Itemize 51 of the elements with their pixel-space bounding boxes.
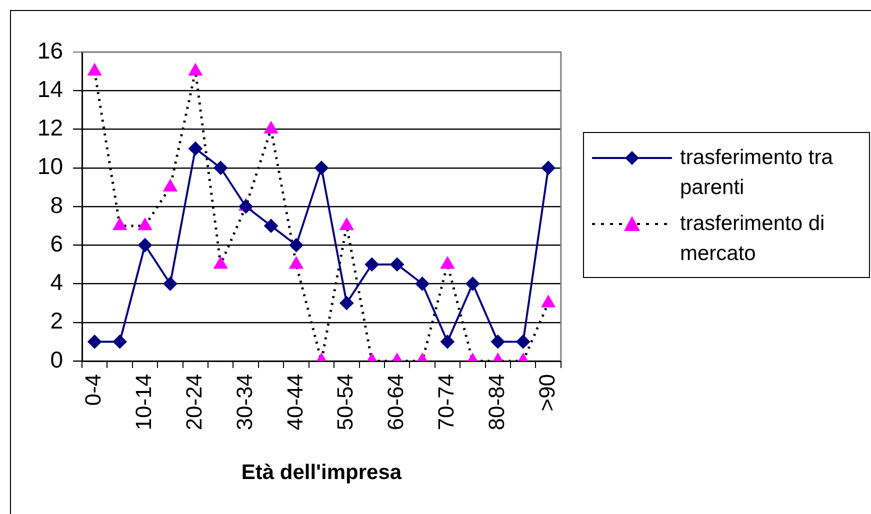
x-tick-label: 80-84 — [484, 374, 509, 430]
point — [440, 334, 454, 349]
x-tick-label: 60-64 — [383, 374, 408, 430]
point — [112, 334, 127, 349]
y-tick-label: 16 — [37, 37, 63, 64]
point — [163, 276, 178, 291]
point — [415, 276, 430, 291]
y-tick-label: 10 — [37, 153, 63, 180]
point — [264, 121, 278, 134]
y-tick-label: 12 — [37, 114, 63, 141]
point — [466, 276, 480, 291]
point — [88, 63, 102, 76]
x-tick-label: 40-44 — [282, 374, 308, 430]
point — [112, 218, 127, 230]
y-tick-label: 14 — [37, 76, 64, 102]
point — [138, 238, 152, 252]
x-tick-label: 0-4 — [80, 374, 106, 406]
x-tick-label: 10-14 — [131, 374, 156, 430]
y-tick-label: 4 — [50, 269, 64, 296]
x-tick-label: 30-34 — [232, 374, 257, 430]
point — [364, 257, 379, 272]
point — [490, 334, 505, 349]
point — [188, 63, 202, 76]
point — [289, 238, 304, 252]
y-tick-label: 2 — [50, 308, 63, 334]
point — [163, 179, 178, 192]
point — [214, 256, 228, 269]
point — [340, 296, 354, 310]
point — [238, 200, 253, 214]
point — [541, 160, 556, 175]
x-tick-label: 50-54 — [332, 374, 358, 430]
point — [516, 334, 530, 349]
x-tick-label: >90 — [534, 374, 560, 412]
point — [88, 334, 102, 349]
point — [289, 256, 304, 269]
x-tick-label: 20-24 — [181, 374, 206, 430]
y-tick-label: 8 — [50, 192, 63, 218]
x-tick-label: 70-74 — [434, 374, 459, 430]
legend-label: trasferimento di mercato — [680, 211, 826, 267]
point — [541, 295, 556, 308]
point — [138, 218, 152, 230]
point — [314, 160, 328, 175]
point — [340, 218, 354, 230]
point — [390, 257, 404, 272]
x-axis-title: Età dell'impresa — [241, 461, 402, 484]
y-tick-label: 6 — [50, 230, 63, 256]
point — [214, 160, 228, 175]
y-tick-label: 0 — [50, 346, 63, 372]
point — [440, 256, 454, 269]
point — [188, 142, 202, 156]
point — [264, 218, 278, 233]
